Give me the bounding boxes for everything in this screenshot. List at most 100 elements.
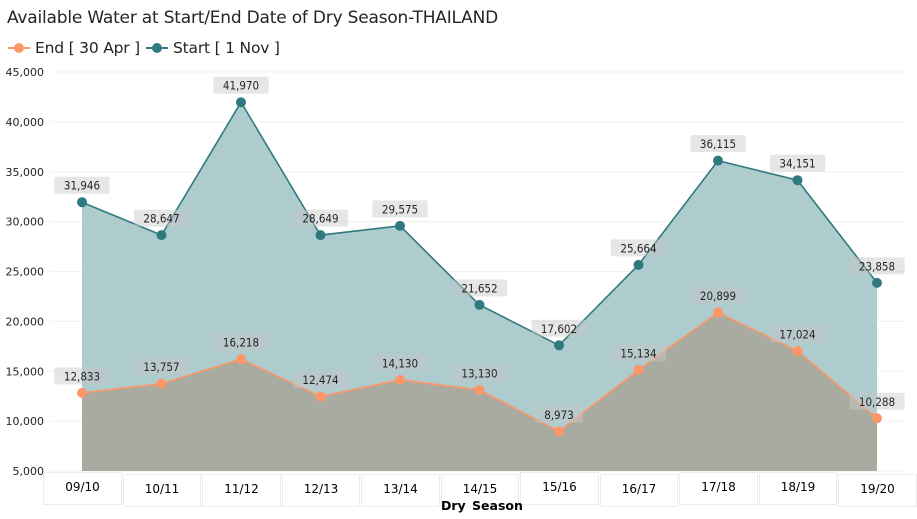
data-label-start: 36,115 [690, 135, 746, 153]
data-label-text: 34,151 [779, 157, 815, 171]
data-label-bg [133, 209, 190, 227]
data-label-text: 41,970 [223, 79, 259, 93]
point-start [156, 230, 167, 241]
data-label-end: 13,757 [133, 358, 190, 376]
legend-marker-end-icon [7, 42, 31, 54]
x-tick-label: 19/20 [838, 474, 917, 507]
data-label-bg [610, 239, 667, 257]
x-axis-title: Dry Season [441, 498, 523, 513]
point-end [77, 387, 87, 398]
x-tick-label: 16/17 [599, 474, 679, 507]
data-label-end: 15,134 [610, 344, 667, 362]
point-end [156, 378, 167, 389]
data-label-text: 14,130 [382, 356, 418, 370]
data-label-text: 15,134 [620, 346, 656, 360]
point-start [395, 220, 405, 231]
data-label-bg [769, 154, 826, 172]
y-tick-label: 10,000 [6, 415, 45, 428]
data-label-text: 12,833 [64, 369, 100, 383]
data-label-end: 10,288 [849, 392, 905, 410]
data-label-end: 13,130 [451, 364, 508, 382]
point-end [792, 346, 803, 357]
data-label-start: 21,652 [451, 279, 508, 297]
legend-item-end[interactable]: End [ 30 Apr ] [7, 39, 140, 57]
data-label-text: 17,024 [779, 328, 815, 342]
data-label-end: 17,024 [769, 325, 826, 343]
data-label-end: 14,130 [372, 354, 428, 372]
data-label-text: 28,649 [302, 212, 338, 226]
data-label-text: 20,899 [700, 289, 736, 303]
y-tick-label: 20,000 [6, 315, 45, 328]
legend-label-start: Start [ 1 Nov ] [173, 39, 280, 57]
data-label-text: 10,288 [859, 395, 895, 409]
point-start [872, 277, 882, 288]
data-label-bg [133, 358, 190, 376]
data-label-end: 12,833 [54, 367, 110, 385]
point-start [236, 97, 246, 108]
data-label-text: 17,602 [541, 322, 577, 336]
data-label-start: 34,151 [769, 154, 826, 172]
point-end [474, 384, 485, 395]
series-points [77, 97, 882, 437]
data-label-text: 23,858 [859, 259, 895, 273]
data-label-bg [451, 279, 508, 297]
data-label-bg [849, 392, 905, 410]
data-label-text: 29,575 [382, 202, 418, 216]
point-end [872, 413, 882, 424]
data-label-text: 8,973 [544, 408, 574, 422]
y-tick-label: 30,000 [6, 216, 45, 229]
point-start [554, 340, 564, 351]
data-label-bg [54, 367, 110, 385]
y-tick-label: 15,000 [6, 365, 45, 378]
data-label-start: 28,647 [133, 209, 190, 227]
point-end [633, 364, 644, 375]
data-label-text: 13,130 [461, 366, 497, 380]
x-tick-label: 18/19 [758, 472, 838, 505]
y-axis-ticks: 5,000 10,000 15,000 20,000 25,000 30,000 35,00… [6, 66, 45, 478]
data-label-bg [769, 325, 826, 343]
data-label-text: 36,115 [700, 137, 736, 151]
data-label-text: 28,647 [143, 212, 179, 226]
x-tick-label: 15/16 [520, 472, 599, 505]
data-label-bg [372, 354, 428, 372]
point-end [236, 354, 246, 365]
data-label-end: 20,899 [690, 286, 746, 304]
x-tick-label: 11/12 [202, 474, 281, 507]
point-start [792, 175, 803, 186]
x-tick-label: 14/15 [440, 474, 520, 507]
data-label-text: 16,218 [223, 336, 259, 350]
y-tick-label: 5,000 [13, 465, 45, 478]
point-start [474, 299, 485, 310]
data-label-bg [292, 370, 349, 388]
data-label-end: 8,973 [535, 405, 583, 423]
y-tick-label: 40,000 [6, 116, 45, 129]
point-start [713, 155, 723, 166]
data-label-bg [213, 333, 269, 351]
x-tick-label: 13/14 [361, 474, 440, 507]
x-tick-label: 09/10 [43, 472, 122, 505]
point-end [315, 391, 326, 402]
data-label-bg [292, 209, 349, 227]
point-end [713, 307, 723, 318]
data-label-start: 23,858 [849, 257, 905, 275]
legend-item-start[interactable]: Start [ 1 Nov ] [145, 39, 280, 57]
data-label-start: 29,575 [372, 200, 428, 218]
x-tick-label: 12/13 [281, 474, 361, 507]
point-end [395, 374, 405, 385]
data-label-text: 12,474 [302, 373, 338, 387]
point-start [315, 230, 326, 241]
data-label-bg [54, 176, 110, 194]
point-end [554, 426, 564, 437]
data-label-text: 21,652 [461, 281, 497, 295]
legend-marker-start-icon [145, 42, 169, 54]
y-tick-label: 25,000 [6, 266, 45, 279]
data-label-bg [690, 286, 746, 304]
data-label-start: 17,602 [531, 319, 587, 337]
point-start [77, 197, 87, 208]
y-tick-label: 45,000 [6, 66, 45, 79]
legend-label-end: End [ 30 Apr ] [35, 39, 140, 57]
data-label-start: 41,970 [213, 76, 269, 94]
chart-title: Available Water at Start/End Date of Dry… [7, 8, 499, 28]
data-label-bg [213, 76, 269, 94]
